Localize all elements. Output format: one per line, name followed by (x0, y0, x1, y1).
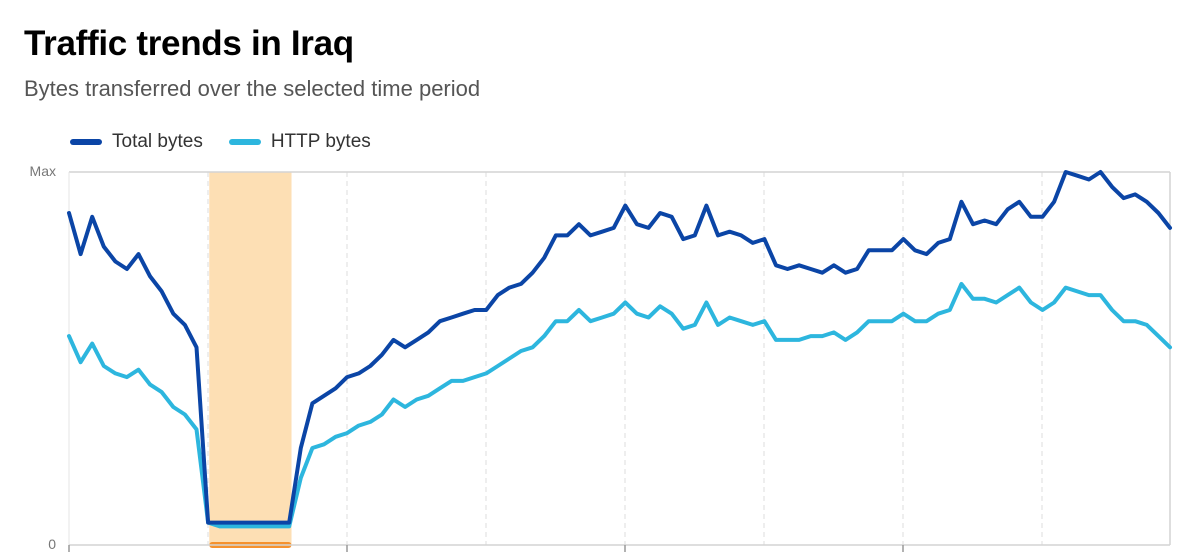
legend-swatch-total (70, 139, 102, 145)
legend-item-http-bytes[interactable]: HTTP bytes (228, 131, 371, 153)
legend-item-total-bytes[interactable]: Total bytes (70, 131, 203, 153)
chart-subtitle: Bytes transferred over the selected time… (24, 76, 481, 101)
legend-label-total: Total bytes (112, 131, 203, 152)
series-line-total-bytes (67, 170, 1172, 525)
series-line-http-bytes (67, 281, 1172, 529)
legend-label-http: HTTP bytes (270, 131, 371, 152)
y-tick-label-max: Max (29, 163, 56, 179)
y-tick-label-zero: 0 (48, 536, 56, 552)
highlight-band (209, 172, 292, 545)
legend-swatch-http (228, 139, 261, 145)
chart-title: Traffic trends in Iraq (24, 24, 354, 63)
legend: Total bytes HTTP bytes (70, 131, 371, 153)
